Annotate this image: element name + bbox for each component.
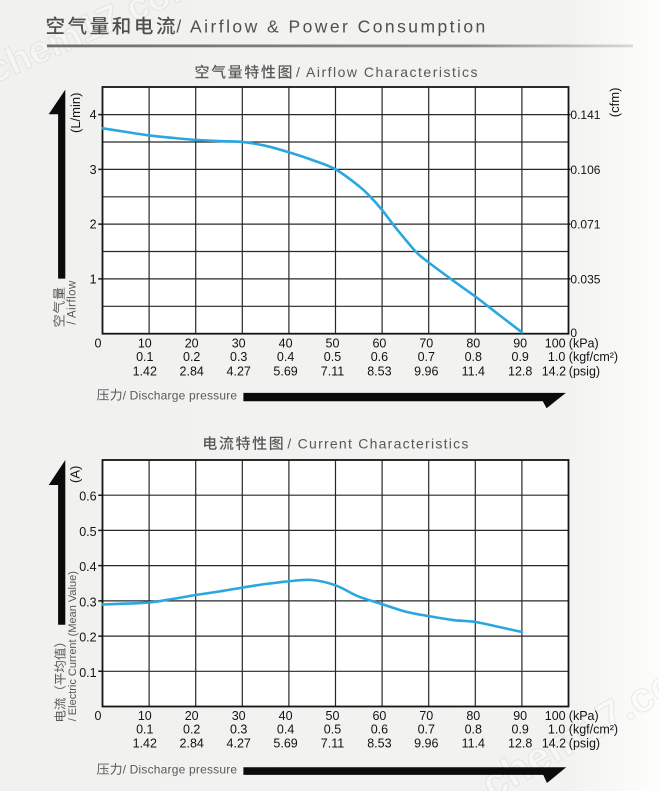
svg-text:0.141: 0.141 bbox=[570, 108, 600, 122]
svg-text:30: 30 bbox=[232, 336, 246, 350]
svg-text:11.4: 11.4 bbox=[462, 364, 485, 378]
svg-text:0.071: 0.071 bbox=[570, 218, 600, 232]
svg-text:10: 10 bbox=[138, 336, 152, 350]
svg-text:(kPa): (kPa) bbox=[569, 709, 599, 723]
svg-text:4: 4 bbox=[90, 108, 97, 122]
svg-text:0.3: 0.3 bbox=[79, 595, 96, 609]
svg-text:0.3: 0.3 bbox=[230, 350, 247, 364]
svg-text:/ Airflow: / Airflow bbox=[66, 280, 78, 325]
svg-text:(kPa): (kPa) bbox=[569, 336, 599, 350]
svg-text:(psig): (psig) bbox=[569, 737, 600, 751]
svg-text:0.2: 0.2 bbox=[183, 350, 200, 364]
svg-text:1.0: 1.0 bbox=[548, 350, 565, 364]
svg-text:5.69: 5.69 bbox=[273, 737, 297, 751]
svg-text:1.42: 1.42 bbox=[133, 364, 157, 378]
svg-text:0.6: 0.6 bbox=[79, 490, 96, 504]
svg-text:(psig): (psig) bbox=[569, 364, 600, 378]
svg-text:0.4: 0.4 bbox=[277, 350, 294, 364]
svg-text:0: 0 bbox=[95, 709, 102, 723]
svg-text:0.6: 0.6 bbox=[371, 723, 388, 737]
svg-text:0.1: 0.1 bbox=[136, 723, 153, 737]
svg-text:0.6: 0.6 bbox=[371, 350, 388, 364]
svg-text:12.8: 12.8 bbox=[508, 364, 532, 378]
svg-text:0.1: 0.1 bbox=[136, 350, 153, 364]
svg-text:0.8: 0.8 bbox=[465, 350, 482, 364]
svg-text:90: 90 bbox=[513, 709, 527, 723]
svg-text:/ Discharge pressure: / Discharge pressure bbox=[123, 763, 238, 777]
svg-text:(kgf/cm²): (kgf/cm²) bbox=[569, 350, 618, 364]
svg-text:4.27: 4.27 bbox=[227, 737, 251, 751]
svg-text:0.4: 0.4 bbox=[277, 723, 294, 737]
svg-text:5.69: 5.69 bbox=[273, 364, 297, 378]
svg-text:2.84: 2.84 bbox=[180, 737, 204, 751]
svg-text:0.2: 0.2 bbox=[79, 631, 96, 645]
svg-text:0.5: 0.5 bbox=[79, 525, 96, 539]
svg-text:11.4: 11.4 bbox=[462, 737, 485, 751]
svg-text:40: 40 bbox=[279, 336, 293, 350]
svg-text:4.27: 4.27 bbox=[227, 364, 251, 378]
svg-text:30: 30 bbox=[232, 709, 246, 723]
svg-text:2.84: 2.84 bbox=[180, 364, 204, 378]
svg-text:0.7: 0.7 bbox=[418, 350, 435, 364]
svg-text:0: 0 bbox=[570, 326, 577, 340]
svg-text:0.2: 0.2 bbox=[183, 723, 200, 737]
svg-text:40: 40 bbox=[279, 709, 293, 723]
svg-text:7.11: 7.11 bbox=[321, 364, 344, 378]
svg-text:20: 20 bbox=[185, 709, 199, 723]
svg-text:90: 90 bbox=[513, 336, 527, 350]
svg-text:1.0: 1.0 bbox=[548, 723, 565, 737]
svg-text:60: 60 bbox=[372, 709, 386, 723]
svg-text:50: 50 bbox=[326, 336, 340, 350]
svg-text:12.8: 12.8 bbox=[508, 737, 532, 751]
svg-text:0.5: 0.5 bbox=[324, 350, 341, 364]
svg-text:/ Electric Current (Mean Value: / Electric Current (Mean Value) bbox=[67, 571, 79, 721]
svg-text:50: 50 bbox=[326, 709, 340, 723]
svg-text:1.42: 1.42 bbox=[133, 737, 157, 751]
svg-text:(cfm): (cfm) bbox=[607, 88, 622, 118]
svg-text:(L/min): (L/min) bbox=[68, 93, 83, 133]
svg-text:/ Airflow Characteristics: / Airflow Characteristics bbox=[296, 64, 479, 80]
svg-text:(kgf/cm²): (kgf/cm²) bbox=[569, 723, 618, 737]
svg-text:80: 80 bbox=[466, 709, 480, 723]
svg-text:9.96: 9.96 bbox=[414, 737, 438, 751]
svg-text:0.106: 0.106 bbox=[570, 163, 600, 177]
svg-text:60: 60 bbox=[372, 336, 386, 350]
svg-text:2: 2 bbox=[90, 218, 97, 232]
svg-text:10: 10 bbox=[138, 709, 152, 723]
svg-text:0.3: 0.3 bbox=[230, 723, 247, 737]
svg-text:0.4: 0.4 bbox=[79, 560, 96, 574]
svg-text:14.2: 14.2 bbox=[542, 364, 566, 378]
svg-text:0: 0 bbox=[95, 336, 102, 350]
svg-text:0.5: 0.5 bbox=[324, 723, 341, 737]
svg-text:7.11: 7.11 bbox=[321, 737, 344, 751]
svg-text:0.035: 0.035 bbox=[570, 273, 600, 287]
svg-text:0.9: 0.9 bbox=[512, 350, 529, 364]
svg-text:100: 100 bbox=[545, 709, 566, 723]
svg-text:9.96: 9.96 bbox=[414, 364, 438, 378]
svg-text:80: 80 bbox=[466, 336, 480, 350]
svg-text:20: 20 bbox=[185, 336, 199, 350]
svg-text:(A): (A) bbox=[68, 466, 83, 483]
svg-text:/ Discharge pressure: / Discharge pressure bbox=[123, 388, 238, 402]
svg-text:0.8: 0.8 bbox=[465, 723, 482, 737]
svg-text:14.2: 14.2 bbox=[542, 737, 566, 751]
svg-text:0.1: 0.1 bbox=[79, 666, 96, 680]
svg-text:3: 3 bbox=[90, 163, 97, 177]
svg-text:1: 1 bbox=[90, 273, 97, 287]
svg-text:0.9: 0.9 bbox=[512, 723, 529, 737]
svg-text:70: 70 bbox=[419, 336, 433, 350]
svg-text:70: 70 bbox=[419, 709, 433, 723]
svg-text:0.7: 0.7 bbox=[418, 723, 435, 737]
svg-text:/ Airflow & Power Consumption: / Airflow & Power Consumption bbox=[176, 17, 487, 37]
svg-text:100: 100 bbox=[545, 336, 566, 350]
svg-text:8.53: 8.53 bbox=[367, 737, 391, 751]
svg-text:8.53: 8.53 bbox=[367, 364, 391, 378]
svg-text:/ Current Characteristics: / Current Characteristics bbox=[287, 435, 469, 451]
